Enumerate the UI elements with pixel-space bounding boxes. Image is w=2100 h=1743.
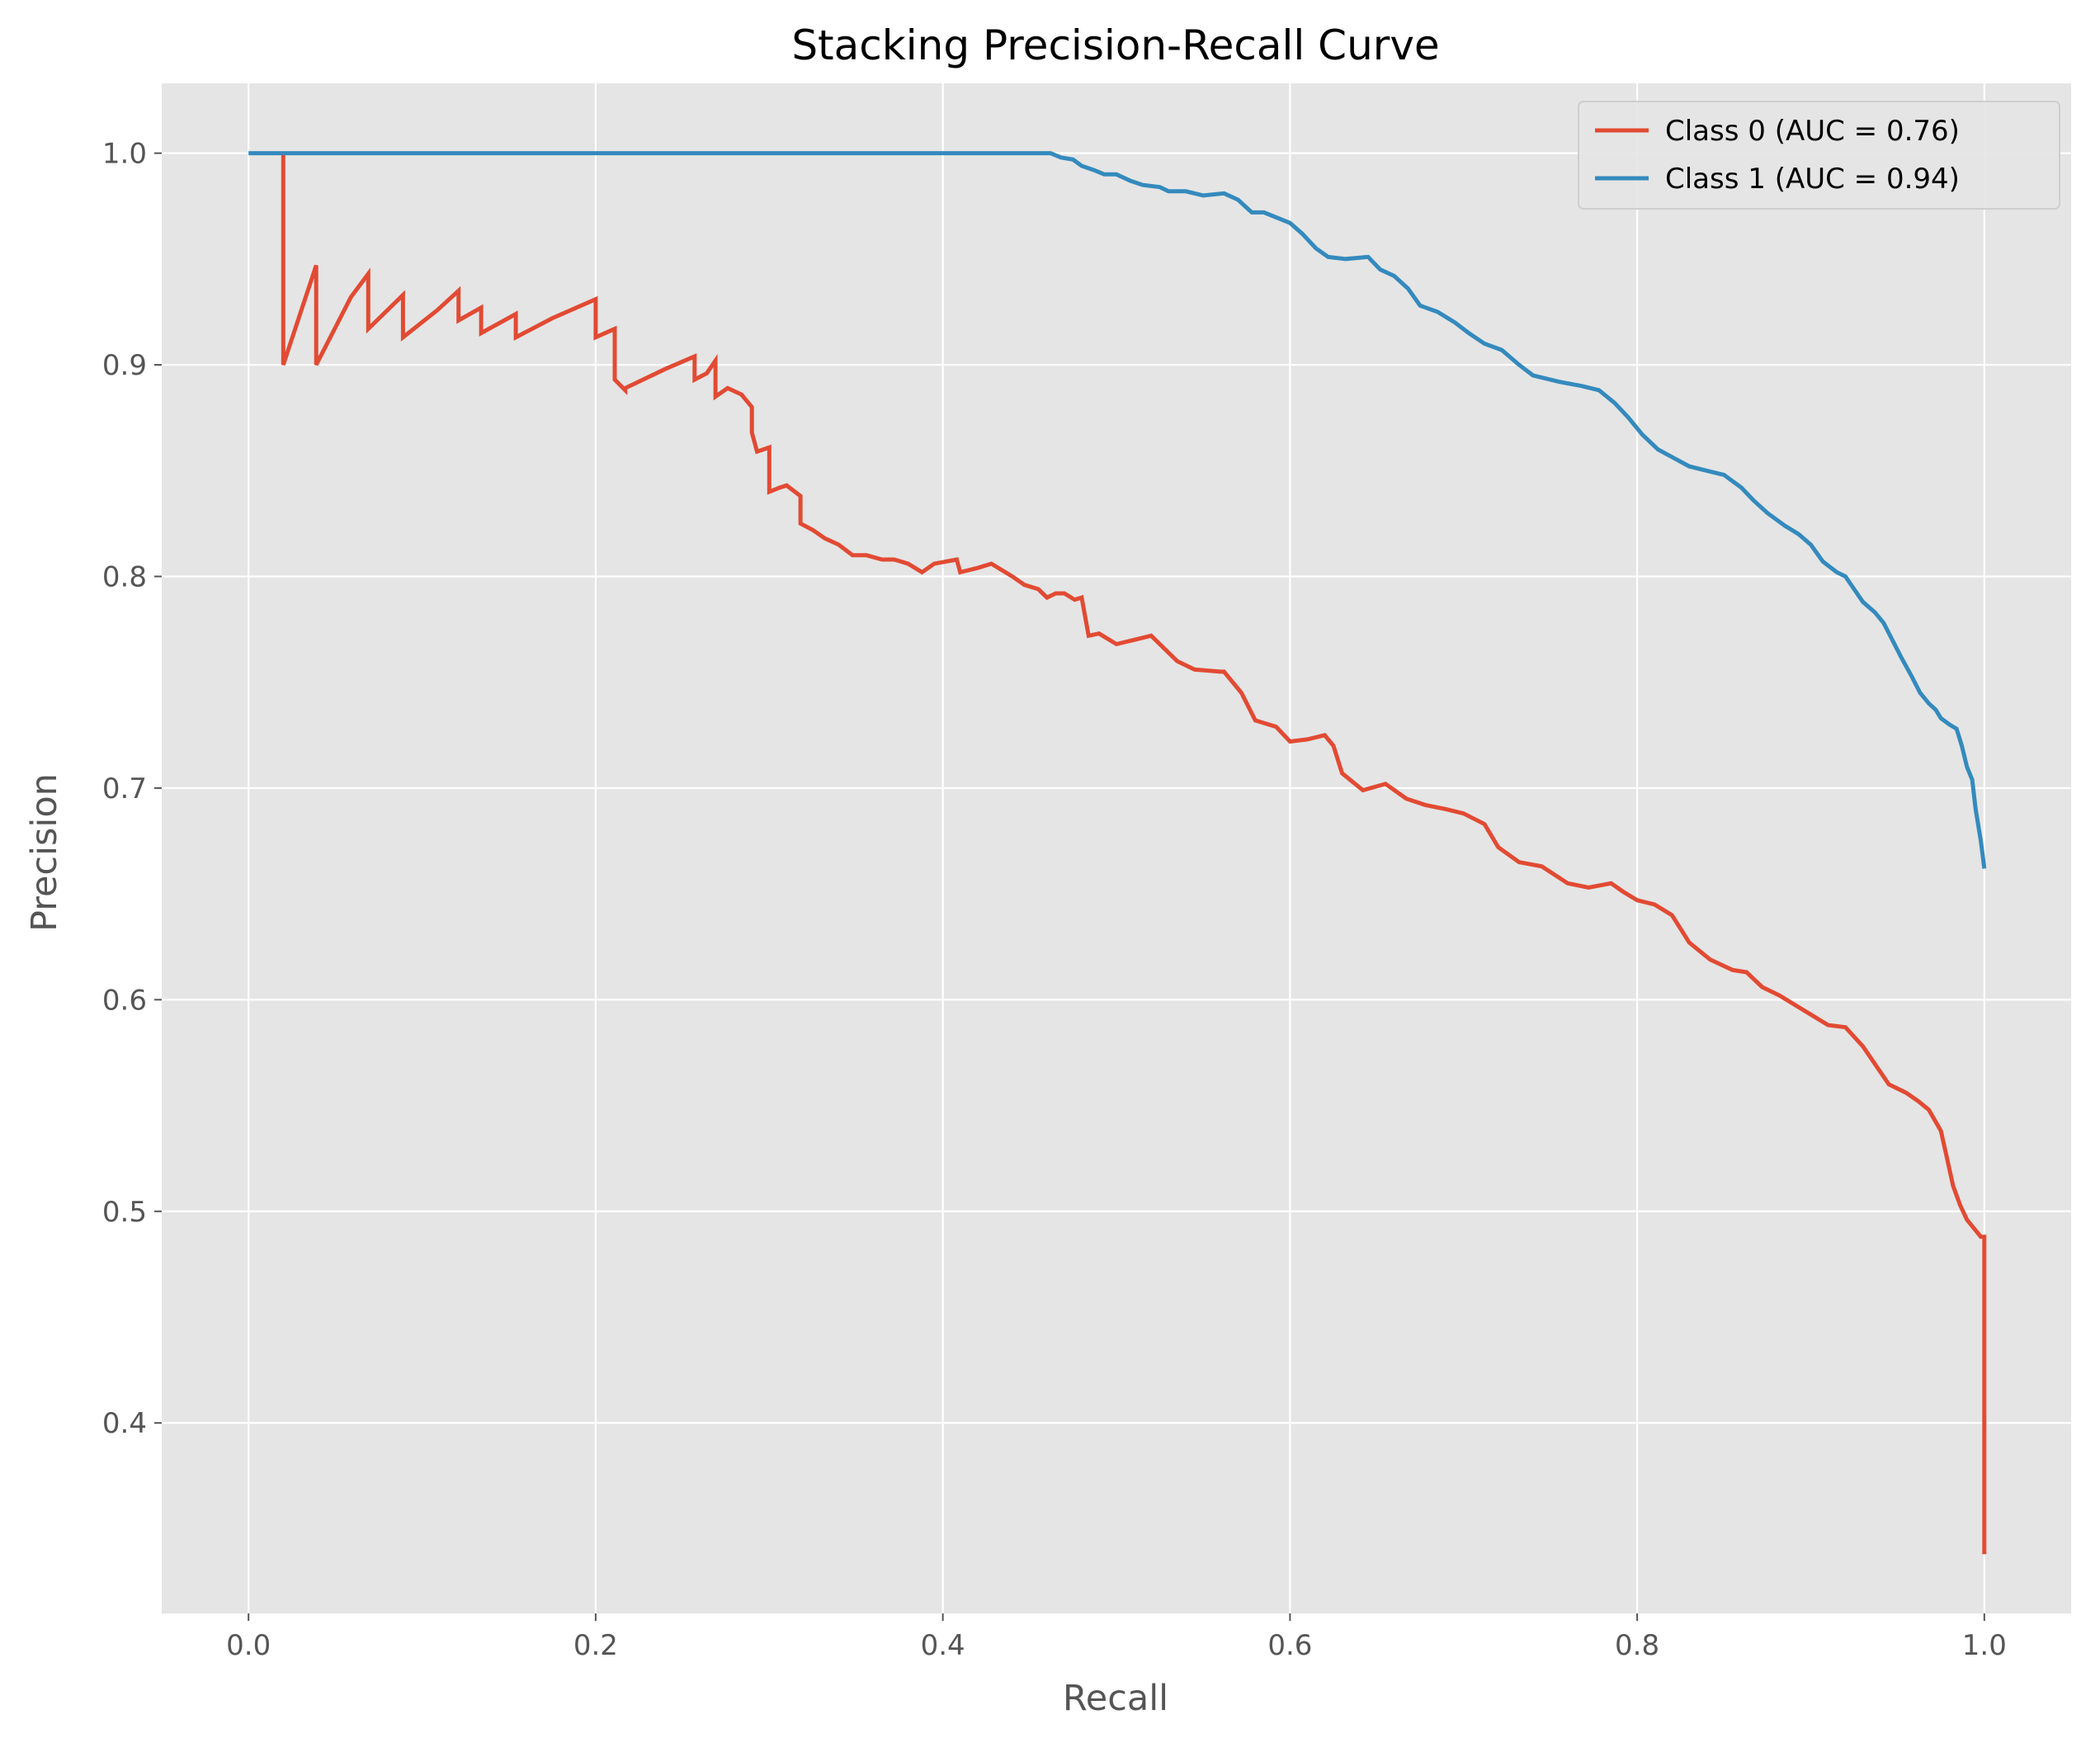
x-tick-label: 0.0 [226,1629,271,1662]
legend-label: Class 1 (AUC = 0.94) [1665,163,1960,196]
y-tick-label: 0.7 [102,772,147,805]
y-tick-label: 0.6 [102,984,147,1017]
y-axis-label: Precision [24,773,65,932]
gridlines [162,83,2071,1613]
x-tick-label: 0.8 [1615,1629,1659,1662]
y-tick-label: 1.0 [102,138,147,171]
x-tick-label: 1.0 [1962,1629,2007,1662]
x-tick-label: 0.4 [921,1629,965,1662]
y-tick-label: 0.8 [102,560,147,593]
chart-title: Stacking Precision-Recall Curve [791,21,1439,69]
y-tick-label: 0.4 [102,1407,147,1440]
y-tick-label: 0.9 [102,349,147,382]
x-axis-ticks: 0.0 0.2 0.4 0.6 0.8 1.0 [226,1613,2007,1662]
legend-box [1578,101,2060,210]
series-line-class-1 [248,151,1987,869]
legend: Class 0 (AUC = 0.76) Class 1 (AUC = 0.94) [1578,101,2060,210]
legend-label: Class 0 (AUC = 0.76) [1665,115,1960,148]
x-tick-label: 0.2 [573,1629,618,1662]
x-axis-label: Recall [1063,1678,1168,1719]
plot-background [162,83,2071,1613]
series-layer [248,151,1987,1555]
series-line-class-0 [281,153,1987,1555]
x-tick-label: 0.6 [1267,1629,1312,1662]
plot-area [162,83,2071,1613]
y-tick-label: 0.5 [102,1196,147,1229]
y-axis-ticks: 0.4 0.5 0.6 0.7 0.8 0.9 1.0 [102,138,162,1440]
